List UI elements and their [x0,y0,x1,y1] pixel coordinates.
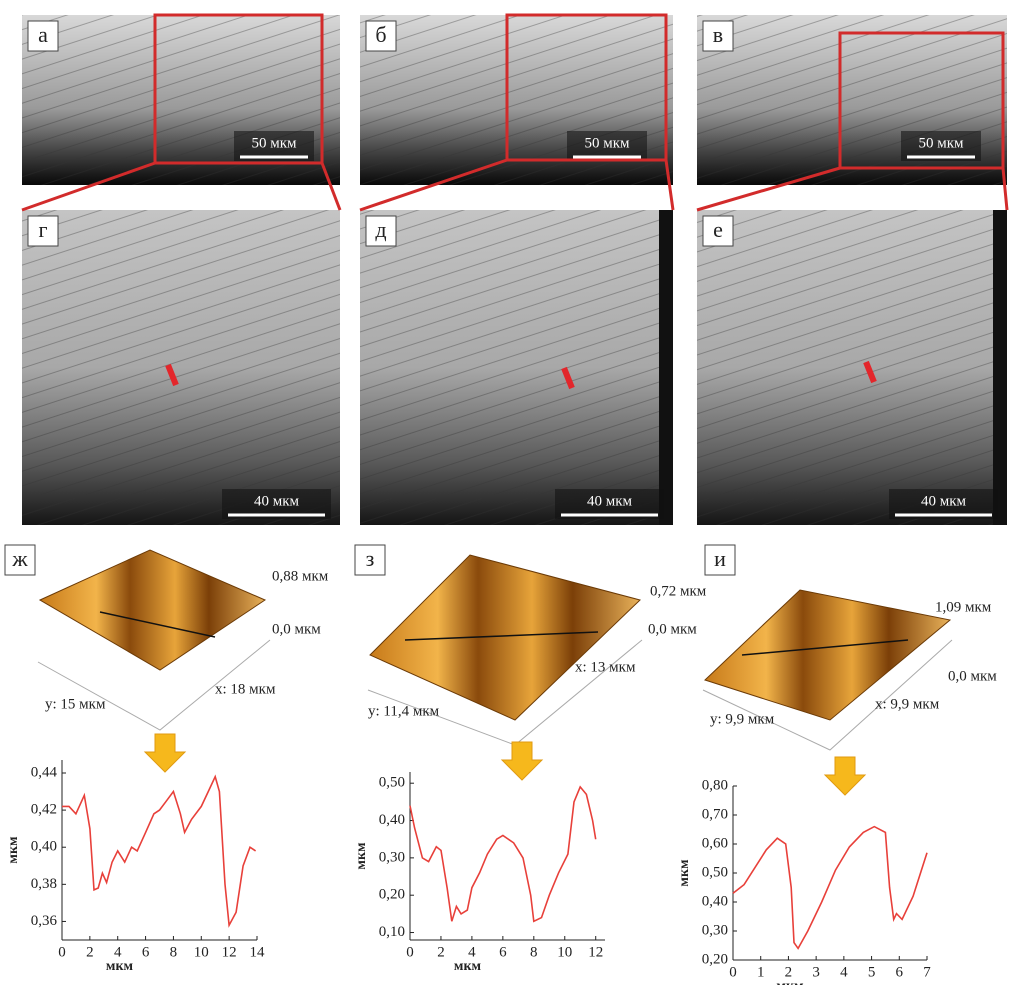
y-size-label: y: 11,4 мкм [368,703,440,719]
x-tick-label: 5 [868,964,876,980]
afm-surface [40,550,265,670]
y-tick-label: 0,20 [379,887,405,903]
edge-shadow [993,210,1007,525]
y-tick-label: 0,30 [702,922,728,938]
y-size-label: y: 9,9 мкм [710,711,775,727]
x-tick-label: 6 [142,944,150,960]
down-arrow [825,757,865,795]
y-tick-label: 0,20 [702,951,728,967]
x-tick-label: 10 [194,944,209,960]
profile-charts: 0,360,380,400,420,4402468101214мкммкм0,1… [6,760,931,985]
scale-label: 40 мкм [254,493,300,509]
y-tick-label: 0,44 [31,764,58,780]
edge-shadow [659,210,673,525]
down-arrow [502,742,542,780]
z-top-label: 1,09 мкм [935,599,992,615]
scale-label: 50 мкм [251,135,297,151]
x-axis-label: мкм [776,979,804,985]
y-tick-label: 0,42 [31,802,57,818]
micrograph-texture [22,210,340,525]
x-tick-label: 8 [170,944,178,960]
x-axis-label: мкм [106,959,134,974]
x-tick-label: 12 [222,944,237,960]
scale-label: 50 мкм [584,135,630,151]
x-size-label: x: 9,9 мкм [875,696,940,712]
z-top-label: 0,72 мкм [650,583,707,599]
micrograph-texture [697,210,1007,525]
micrograph-texture [360,210,673,525]
x-size-label: x: 13 мкм [575,659,636,675]
y-tick-label: 0,38 [31,876,57,892]
scale-label: 40 мкм [587,493,633,509]
profile-line [733,827,927,949]
panel-label: з [366,546,375,571]
x-tick-label: 4 [114,944,122,960]
x-tick-label: 4 [840,964,848,980]
z-top-label: 0,88 мкм [272,568,329,584]
z-bottom-label: 0,0 мкм [948,668,997,684]
x-tick-label: 0 [406,944,414,960]
panel-label: д [375,217,386,242]
x-tick-label: 3 [812,964,820,980]
figure: а50 мкмб50 мкмв50 мкмг40 мкмд40 мкме40 м… [0,0,1017,985]
x-tick-label: 2 [437,944,445,960]
y-axis-label: мкм [6,836,21,864]
x-tick-label: 0 [729,964,737,980]
x-tick-label: 2 [86,944,94,960]
y-tick-label: 0,80 [702,777,728,793]
scale-label: 40 мкм [921,493,967,509]
x-tick-label: 2 [785,964,793,980]
y-tick-label: 0,36 [31,913,58,929]
y-size-label: y: 15 мкм [45,696,106,712]
y-tick-label: 0,10 [379,924,405,940]
x-tick-label: 4 [468,944,476,960]
x-size-label: x: 18 мкм [215,681,276,697]
y-tick-label: 0,40 [31,839,57,855]
panel-label: и [714,546,726,571]
x-tick-label: 0 [58,944,66,960]
panel-label: г [38,217,47,242]
z-bottom-label: 0,0 мкм [648,621,697,637]
y-tick-label: 0,30 [379,849,405,865]
profile-line [410,787,596,921]
micrographs: а 50 мкм б 50 мкм в 50 мкм г 40 мкм д 40 мкм е 40 м… [22,15,1007,525]
z-bottom-label: 0,0 мкм [272,621,321,637]
down-arrow [145,734,185,772]
y-tick-label: 0,50 [702,864,728,880]
x-tick-label: 1 [757,964,765,980]
scale-label: 50 мкм [918,135,964,151]
y-tick-label: 0,70 [702,806,728,822]
y-axis-label: мкм [354,842,369,870]
y-axis-label: мкм [677,859,692,887]
y-tick-label: 0,60 [702,835,728,851]
x-tick-label: 6 [896,964,904,980]
profile-line [62,777,256,926]
panel-label: в [713,22,723,47]
x-tick-label: 12 [588,944,603,960]
y-tick-label: 0,50 [379,775,405,791]
x-tick-label: 7 [923,964,931,980]
y-tick-label: 0,40 [379,812,405,828]
panel-label: е [713,217,723,242]
x-tick-label: 6 [499,944,507,960]
x-tick-label: 14 [250,944,266,960]
panel-label: б [375,22,386,47]
x-axis-label: мкм [454,959,482,974]
panel-label: ж [11,546,28,571]
afm-views: ж 0,88 мкм 0,0 мкм x: 18 мкм y: 15 мкм з 0,72 … [5,545,997,795]
y-tick-label: 0,40 [702,893,728,909]
x-tick-label: 8 [530,944,538,960]
panel-label: а [38,22,48,47]
x-tick-label: 10 [557,944,572,960]
afm-surface [370,555,640,720]
